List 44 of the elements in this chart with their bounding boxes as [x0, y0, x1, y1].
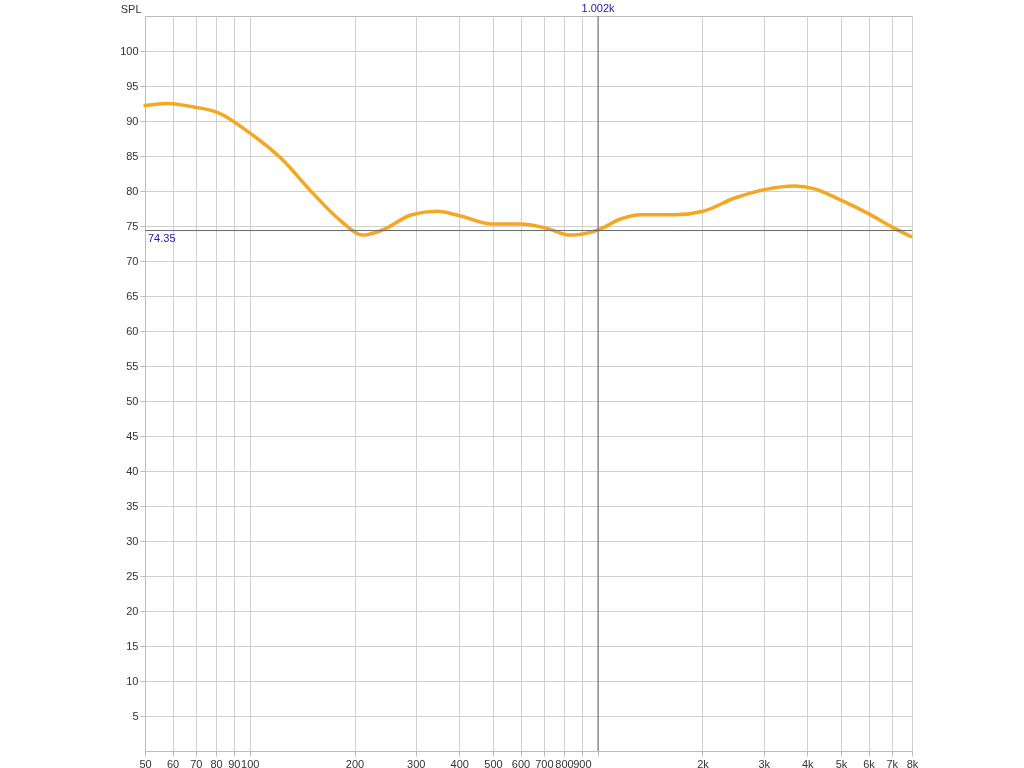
- y-tick-label: 60: [126, 324, 139, 337]
- y-axis-title: SPL: [120, 2, 142, 15]
- x-tick-label: 8k: [906, 757, 919, 768]
- ref-line-label: 74.35: [148, 231, 176, 244]
- y-tick-label: 45: [126, 429, 139, 442]
- x-tick-label: 3k: [758, 757, 771, 768]
- x-tick-label: 400: [450, 757, 469, 768]
- y-tick-label: 50: [126, 394, 139, 407]
- x-tick-label: 200: [345, 757, 365, 768]
- x-tick-label: 90: [228, 757, 241, 768]
- x-tick-label: 100: [241, 757, 260, 768]
- x-tick-label: 600: [511, 757, 531, 768]
- y-tick-label: 35: [126, 499, 139, 512]
- y-tick-label: 80: [126, 184, 139, 197]
- x-tick-label: 60: [166, 757, 180, 768]
- x-tick-label: 7k: [886, 757, 899, 768]
- x-tick-label: 2k: [697, 757, 710, 768]
- x-tick-label: 700: [535, 757, 554, 768]
- y-tick-label: 5: [132, 709, 139, 722]
- x-tick-label: 50: [139, 757, 152, 768]
- y-tick-label: 15: [126, 639, 139, 652]
- y-tick-label: 85: [126, 149, 139, 162]
- y-tick-label: 10: [126, 674, 139, 687]
- y-tick-label: 40: [126, 464, 139, 477]
- x-tick-label: 5k: [835, 757, 848, 768]
- y-tick-label: 90: [126, 114, 139, 127]
- y-tick-label: 20: [126, 604, 139, 617]
- y-tick-label: 25: [126, 569, 139, 582]
- x-tick-label: 800: [555, 757, 574, 768]
- x-tick-label: 6k: [863, 757, 876, 768]
- y-tick-label: 65: [126, 289, 139, 302]
- y-tick-label: 30: [126, 534, 139, 547]
- x-tick-label: 500: [484, 757, 503, 768]
- y-tick-label: 100: [120, 44, 139, 57]
- x-tick-label: 900: [573, 757, 592, 768]
- y-tick-label: 75: [126, 219, 139, 232]
- x-tick-label: 300: [407, 757, 426, 768]
- ref-line-label: 1.002k: [581, 2, 616, 14]
- y-tick-label: 70: [126, 254, 139, 267]
- y-tick-label: 55: [126, 359, 139, 372]
- y-tick-label: 95: [126, 79, 139, 92]
- x-tick-label: 70: [190, 757, 203, 768]
- x-tick-label: 80: [210, 757, 223, 768]
- x-tick-label: 4k: [801, 757, 815, 768]
